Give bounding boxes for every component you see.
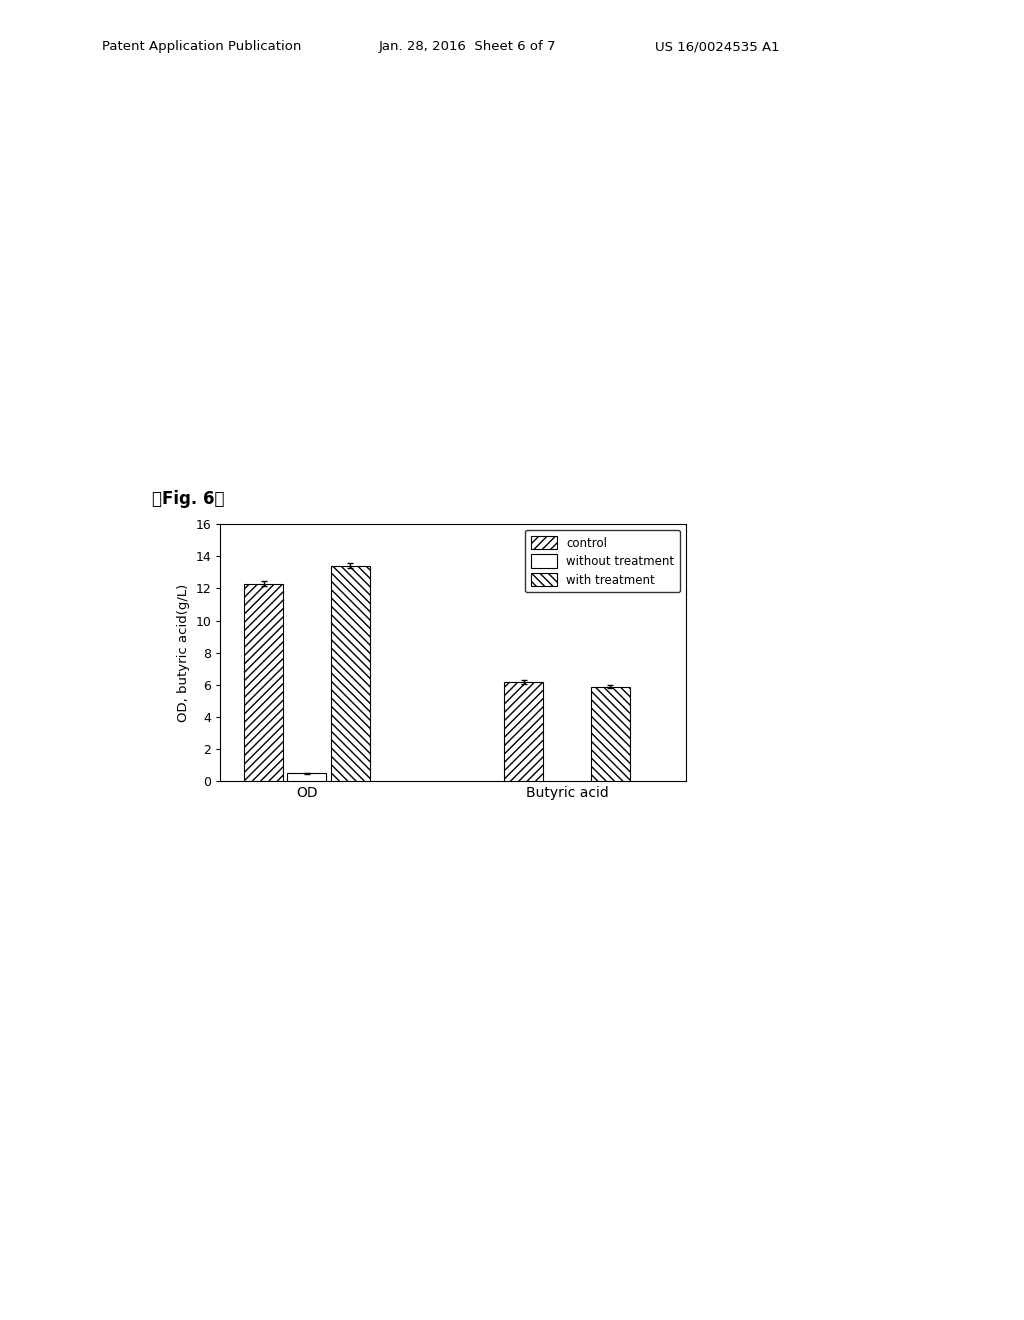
Bar — [591, 686, 630, 781]
Text: Patent Application Publication: Patent Application Publication — [102, 40, 302, 53]
Text: 【Fig. 6】: 【Fig. 6】 — [152, 490, 224, 508]
Legend: control, without treatment, with treatment: control, without treatment, with treatme… — [525, 529, 680, 593]
Bar — [504, 681, 543, 781]
Text: Jan. 28, 2016  Sheet 6 of 7: Jan. 28, 2016 Sheet 6 of 7 — [379, 40, 556, 53]
Bar — [288, 774, 327, 781]
Text: US 16/0024535 A1: US 16/0024535 A1 — [655, 40, 780, 53]
Bar — [244, 583, 283, 781]
Y-axis label: OD, butyric acid(g/L): OD, butyric acid(g/L) — [177, 583, 189, 722]
Bar — [331, 566, 370, 781]
